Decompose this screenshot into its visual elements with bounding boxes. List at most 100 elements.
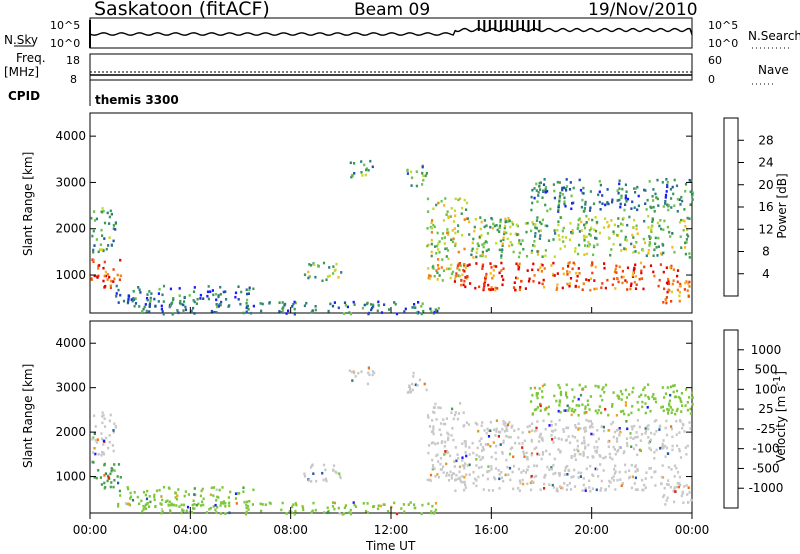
velocity_panel-cell [599,394,602,398]
velocity_panel-cell [680,410,683,413]
velocity_panel-cell [613,430,617,434]
velocity_panel-cell [584,429,588,432]
power_panel-cell [526,221,529,225]
velocity_panel-cell [112,430,115,434]
power_panel-cell [582,210,585,213]
power_panel-cell [655,246,658,249]
velocity_panel-cell [531,412,535,415]
power_panel-cell [688,217,691,220]
velocity_panel-cell [584,407,587,411]
power_panel-cell [106,273,110,276]
power_panel-cell [537,191,540,194]
velocity_panel-cell [660,475,663,479]
power_panel-cell [531,268,534,272]
velocity_panel-cell [611,457,614,461]
velocity_panel-cell [636,488,639,491]
power_panel-cell [644,189,647,192]
velocity_panel-cell [625,442,629,445]
velocity_panel-cell [432,427,435,430]
power_panel-cell [501,244,504,247]
velocity_panel-cell [445,451,448,455]
velocity_panel-cell [602,429,606,433]
power_panel-cell [308,275,311,278]
velocity_panel-cell [662,409,665,413]
power_panel-cell [539,181,542,184]
velocity_panel-cell [442,465,445,469]
power_panel-cell [590,226,593,230]
power_panel-cell [598,231,601,235]
power_panel-cell [104,274,108,278]
power_panel-cell [383,303,386,306]
power_panel-cell [625,239,629,242]
power_panel-cell [618,179,621,183]
velocity_panel-cell [162,485,166,489]
power_panel-cell [234,295,237,299]
velocity_panel-cell [541,390,544,393]
velocity_panel-cell [619,410,623,413]
velocity_panel-cell [535,446,538,449]
velocity_panel-cell [584,489,587,492]
velocity_panel-cell [499,443,502,446]
noise-left-tick-top: 10^5 [50,19,81,32]
velocity_panel-cell [431,467,434,471]
velocity_panel-cell [437,475,441,479]
power_panel-cell [490,217,493,220]
power_panel-cell [430,254,433,258]
velocity_panel-cell [682,501,685,504]
power_panel-cell [685,241,688,244]
power_panel-cell [470,253,473,257]
power_panel-cell [104,270,107,274]
velocity_panel-cell [100,483,103,486]
power_panel-cell [249,311,253,315]
velocity_panel-cell [507,423,510,426]
velocity_panel-cell [110,481,113,484]
velocity_panel-cell [212,494,215,497]
velocity_panel-cell [573,436,577,439]
power_panel-cell [453,280,456,283]
velocity_panel-cell [544,473,547,477]
power_panel-cell [524,222,527,225]
velocity_panel-cell [592,474,595,477]
power_panel-cell [331,272,335,275]
velocity_panel-cell [583,439,586,442]
velocity_panel-cell [153,495,156,499]
velocity_panel-cell [463,488,466,492]
power_panel-cell [553,229,556,232]
velocity_panel-cell [148,505,151,508]
velocity_panel-cell [670,468,673,471]
velocity_panel-cell [654,397,657,400]
velocity_panel-cell [550,466,553,469]
power_panel-cell [451,240,455,244]
velocity_panel-cell [412,375,415,378]
velocity_panel-cell [216,505,219,509]
power_panel-cell [568,188,572,191]
power_panel-cell [430,227,434,230]
velocity_panel-cell [248,499,251,503]
power_panel-cell [410,184,413,187]
power_panel-cell [556,228,559,232]
velocity_panel-cell [138,502,141,506]
velocity_panel-cell [432,441,435,444]
power_panel-cell [599,183,602,187]
velocity_panel-cell [435,418,438,421]
velocity_panel-cell [465,421,468,424]
velocity_panel-cell [96,438,99,441]
velocity_panel-cell [597,437,600,441]
velocity_panel-cell [558,474,561,477]
velocity_panel-cell [512,464,516,468]
velocity_panel-cell [562,428,565,431]
velocity_panel-cell [302,508,305,512]
velocity_panel-cell [146,502,149,506]
power_panel-cell [460,212,463,215]
power_panel-cell [657,236,660,240]
power_panel-cell [635,283,638,286]
power_panel-cell [192,290,196,293]
velocity_panel-cell [486,470,489,474]
velocity_panel-cell [530,488,533,492]
velocity_panel-cell [454,411,457,414]
power_panel-cell [678,221,681,224]
power_panel-cell [457,274,460,278]
velocity_panel-cell [582,387,585,390]
power_panel-cell [146,298,149,302]
power_panel-cell [459,264,462,268]
